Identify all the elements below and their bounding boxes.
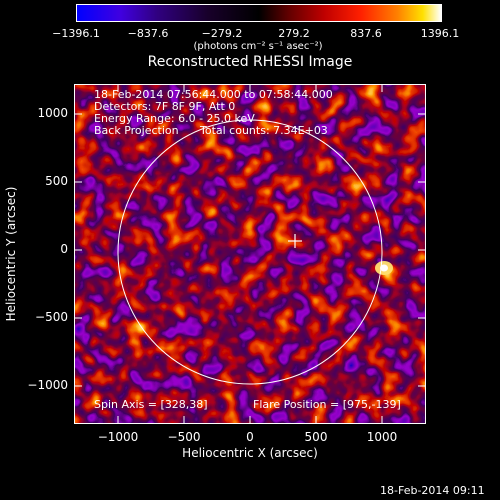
colorbar-tick: 279.2: [278, 27, 310, 40]
colorbar-tick: −1396.1: [52, 27, 100, 40]
x-tick-label: −1000: [97, 430, 139, 444]
colorbar-tick: −837.6: [127, 27, 169, 40]
y-axis-label: Heliocentric Y (arcsec): [4, 186, 18, 322]
x-axis-label: Heliocentric X (arcsec): [182, 446, 318, 460]
solar-limb-circle: [117, 119, 383, 385]
y-tick-label: 0: [60, 242, 68, 256]
image-svg: [74, 84, 426, 424]
info-energy-range: Energy Range: 6.0 - 25.0 keV: [94, 112, 255, 125]
info-method: Back Projection: [94, 124, 179, 137]
flare-position-label: Flare Position = [975,-139]: [253, 398, 401, 411]
footer-timestamp: 18-Feb-2014 09:11: [380, 484, 485, 497]
spin-axis-label: Spin Axis = [328,38]: [94, 398, 208, 411]
colorbar-gradient: [76, 4, 442, 22]
x-tick-label: −500: [167, 430, 201, 444]
info-detectors: Detectors: 7F 8F 9F, Att 0: [94, 100, 236, 113]
info-time-range: 18-Feb-2014 07:56:44.000 to 07:58:44.000: [94, 88, 333, 101]
plot-title: Reconstructed RHESSI Image: [147, 54, 353, 70]
emission-map: [74, 84, 426, 424]
y-tick-label: −500: [35, 310, 68, 324]
y-tick-label: 1000: [37, 106, 68, 120]
flare-core: [380, 264, 388, 272]
image-plot: [74, 84, 426, 424]
colorbar-tick: −279.2: [201, 27, 243, 40]
colorbar-tick: 837.6: [350, 27, 382, 40]
x-tick-label: 500: [304, 430, 328, 444]
x-tick-label: 1000: [366, 430, 398, 444]
y-tick-label: 500: [45, 174, 68, 188]
y-tick-label: −1000: [27, 378, 68, 392]
info-total-counts: Total counts: 7.34E+03: [200, 124, 328, 137]
x-tick-label: 0: [246, 430, 254, 444]
colorbar-tick: 1396.1: [420, 27, 460, 40]
axis-ticks: [74, 84, 426, 424]
colorbar-units: (photons cm⁻² s⁻¹ asec⁻²): [193, 41, 323, 52]
